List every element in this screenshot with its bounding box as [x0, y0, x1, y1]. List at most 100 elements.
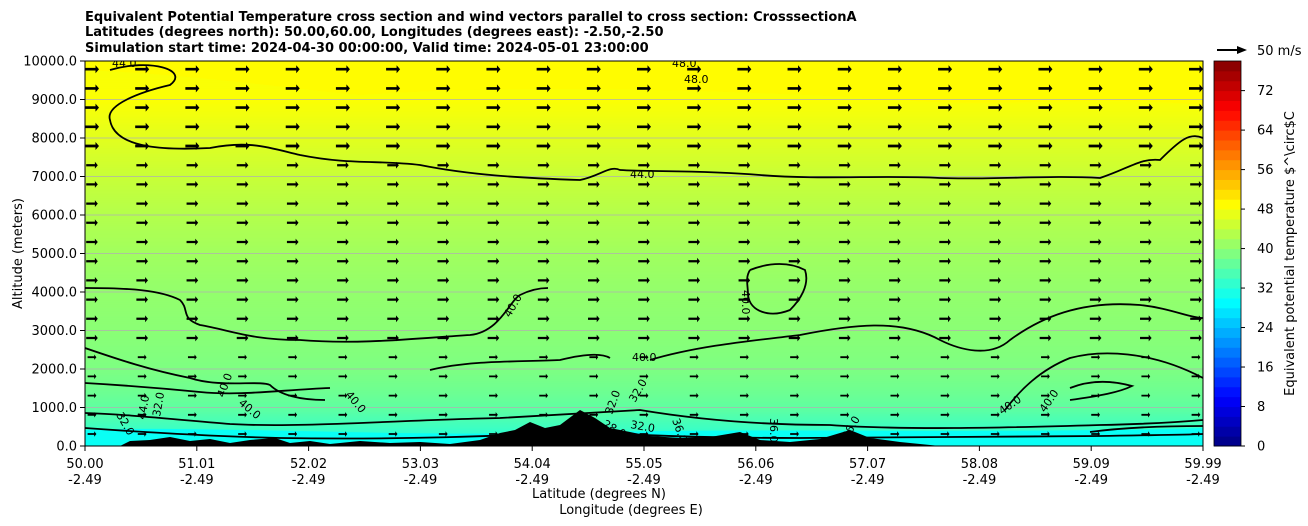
terrain: [120, 410, 940, 446]
wind-vector-arrow-icon: [85, 84, 99, 93]
wind-vector-arrow-icon: [437, 296, 450, 303]
wind-vector-arrow-icon: [738, 257, 751, 265]
wind-vector-arrow-icon: [288, 412, 298, 418]
wind-vector-arrow-icon: [186, 315, 199, 323]
field-band: [85, 218, 1203, 222]
field-band: [85, 141, 1203, 145]
wind-vector-arrow-icon: [588, 334, 600, 342]
wind-vector-arrow-icon: [588, 296, 600, 303]
wind-vector-arrow-icon: [438, 354, 448, 360]
field-band: [85, 401, 1203, 405]
wind-vector-arrow-icon: [990, 354, 1000, 360]
contour-line: [1089, 425, 1203, 433]
wind-vector-arrow-icon: [1089, 200, 1102, 207]
wind-vector-arrow-icon: [286, 257, 299, 265]
wind-vector-arrow-icon: [337, 277, 349, 284]
wind-vector-arrow-icon: [235, 65, 250, 74]
wind-vector-arrow-icon: [788, 334, 801, 342]
wind-vector-arrow-icon: [1140, 257, 1152, 265]
field-band: [85, 361, 1203, 364]
field-band: [85, 380, 1203, 384]
wind-vector-arrow-icon: [386, 103, 401, 112]
wind-vector-arrow-icon: [788, 219, 801, 227]
wind-vector-arrow-icon: [1191, 412, 1201, 418]
y-axis-ticks: 0.0 1000.0 2000.0 3000.0 4000.0 5000.0 6000.0 7…: [23, 55, 85, 455]
x-tick-label-lat: 54.04: [514, 457, 551, 472]
wind-vector-arrow-icon: [537, 277, 550, 284]
wind-vector-arrow-icon: [788, 238, 801, 246]
wind-vector-arrow-icon: [86, 219, 98, 227]
wind-vector-arrow-icon: [586, 103, 601, 112]
wind-vector-arrow-icon: [86, 238, 98, 246]
y-tick-label: 6000.0: [32, 209, 78, 224]
wind-vector-arrow-icon: [838, 200, 851, 207]
wind-vector-arrow-icon: [1091, 373, 1101, 380]
field-band: [85, 390, 1203, 393]
field-band: [85, 420, 1203, 424]
x-axis-label-longitude: Longitude (degrees E): [559, 503, 703, 518]
wind-vector-arrow-icon: [387, 334, 399, 342]
wind-vector-arrow-icon: [1138, 84, 1153, 93]
colorbar-bin: [1214, 130, 1241, 141]
field-band: [85, 303, 1203, 307]
wind-vector-arrow-icon: [790, 431, 799, 437]
wind-vector-arrow-icon: [537, 257, 550, 265]
wind-vector-arrow-icon: [637, 142, 651, 150]
wind-vector-arrow-icon: [387, 200, 399, 207]
wind-vector-arrow-icon: [236, 334, 249, 342]
wind-vector-arrow-icon: [790, 373, 799, 380]
colorbar-bin: [1214, 90, 1241, 101]
wind-vector-arrow-icon: [86, 296, 98, 303]
wind-vector-arrow-icon: [337, 219, 349, 227]
field-band: [85, 189, 1203, 193]
field-band: [85, 284, 1203, 287]
x-tick-label-lat: 50.00: [66, 457, 103, 472]
field-band: [85, 230, 1203, 233]
wind-vector-arrow-icon: [939, 277, 951, 284]
field-band: [85, 188, 1203, 191]
wind-vector-arrow-icon: [387, 296, 399, 303]
wind-vector-arrow-icon: [136, 315, 148, 323]
wind-vector-arrow-icon: [737, 142, 752, 150]
wind-vector-arrow-icon: [989, 315, 1002, 323]
wind-vector-arrow-icon: [387, 277, 399, 284]
wind-vector-arrow-icon: [387, 238, 399, 246]
wind-vector-arrow-icon: [137, 412, 147, 418]
colorbar-bin: [1214, 268, 1241, 279]
x-tick-label-lon: -2.49: [68, 473, 102, 488]
wind-vector-arrow-icon: [989, 334, 1002, 342]
field-band: [85, 195, 1203, 199]
wind-vector-arrow-icon: [638, 296, 650, 303]
wind-vector-arrow-icon: [436, 142, 451, 150]
wind-vector-arrow-icon: [236, 181, 249, 188]
wind-vector-arrow-icon: [86, 200, 98, 207]
field-band: [85, 236, 1203, 239]
y-tick-label: 4000.0: [32, 286, 78, 301]
wind-vector-arrow-icon: [436, 103, 451, 112]
wind-vector-arrow-icon: [539, 412, 549, 418]
wind-vector-arrow-icon: [185, 65, 200, 74]
wind-vector-arrow-icon: [638, 277, 650, 284]
field-band: [85, 89, 1203, 93]
field-band: [85, 320, 1203, 324]
wind-vector-arrow-icon: [236, 161, 249, 169]
wind-vector-arrow-icon: [840, 392, 850, 399]
wind-vector-arrow-icon: [737, 103, 752, 112]
wind-vector-arrow-icon: [338, 392, 348, 399]
field-band: [85, 392, 1203, 395]
field-band: [85, 292, 1203, 295]
wind-vector-arrow-icon: [639, 373, 649, 380]
wind-vector-arrow-icon: [386, 122, 401, 131]
field-band: [85, 288, 1203, 291]
wind-vector-arrow-icon: [337, 200, 349, 207]
field-band: [85, 114, 1203, 118]
wind-vector-arrow-icon: [1089, 296, 1102, 303]
field-band: [85, 209, 1203, 212]
colorbar-tick-label: 48: [1257, 203, 1274, 218]
wind-vector-arrow-icon: [1089, 277, 1102, 284]
wind-vector-arrow-icon: [386, 142, 401, 150]
wind-vector-arrow-icon: [837, 122, 852, 131]
wind-vector-arrow-icon: [86, 277, 98, 284]
wind-vector-arrow-icon: [738, 315, 751, 323]
wind-vector-arrow-icon: [536, 84, 551, 93]
